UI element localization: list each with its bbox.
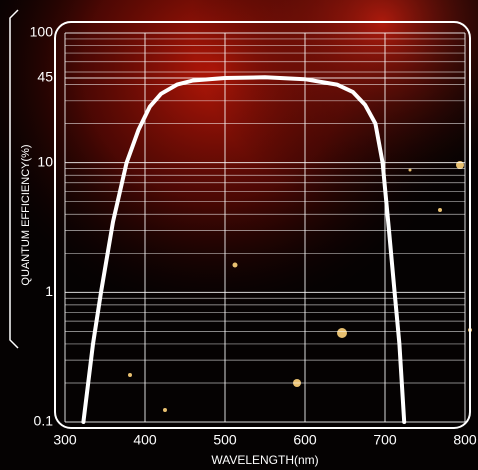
x-tick-label: 300 [53, 432, 77, 448]
x-tick-label: 400 [133, 432, 157, 448]
y-axis-label: QUANTUM EFFICIENCY(%) [20, 144, 32, 285]
y-tick-label: 10 [37, 153, 53, 169]
y-tick-label: 0.1 [34, 413, 54, 429]
x-tick-label: 800 [453, 432, 477, 448]
y-tick-label: 1 [45, 283, 53, 299]
frame-bracket [9, 9, 19, 349]
qe-curve [81, 75, 407, 424]
x-axis-label: WAVELENGTH(nm) [211, 453, 318, 467]
y-tick-label: 45 [37, 69, 53, 85]
y-tick-label: 100 [30, 24, 54, 40]
x-tick-label: 600 [293, 432, 317, 448]
stars [128, 161, 472, 412]
x-tick-label: 500 [213, 432, 237, 448]
plot-frame [54, 21, 471, 429]
x-tick-label: 700 [373, 432, 397, 448]
